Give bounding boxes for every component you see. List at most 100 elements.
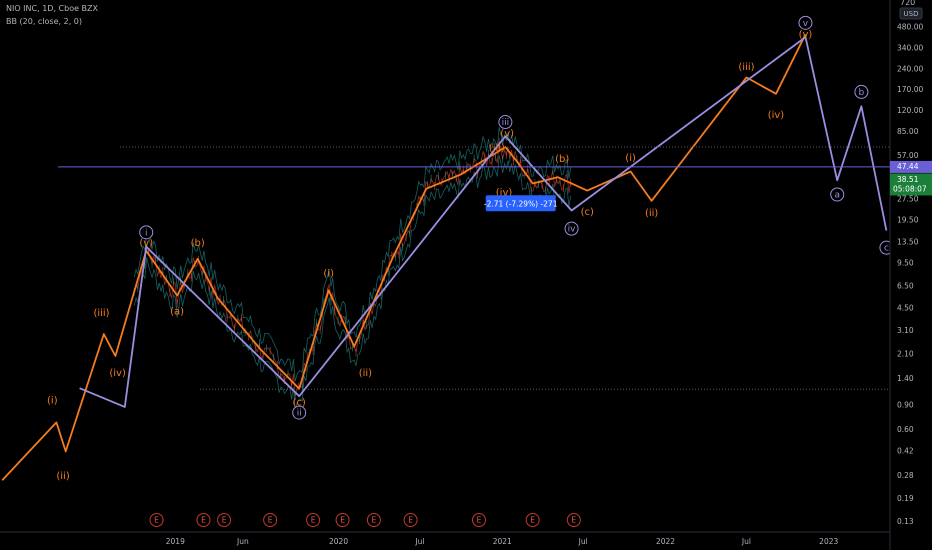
- wave-circle-text: iv: [568, 225, 577, 235]
- wave-label: (iii): [489, 143, 505, 154]
- earnings-marker[interactable]: E: [525, 513, 540, 527]
- wave-circle-text: b: [859, 88, 865, 98]
- wave-label: (iv): [496, 188, 513, 199]
- wave-label: (b): [555, 154, 569, 165]
- earnings-letter: E: [340, 516, 345, 525]
- earnings-circle: [306, 513, 321, 527]
- earnings-circle: [366, 513, 381, 527]
- price-tick-label: 170.00: [897, 85, 923, 94]
- earnings-letter: E: [201, 516, 206, 525]
- wave-circle: [564, 221, 579, 236]
- indicator-legend[interactable]: BB (20, close, 2, 0): [6, 17, 82, 26]
- earnings-marker[interactable]: E: [196, 513, 211, 527]
- top-tick-label: 720: [900, 0, 915, 7]
- earnings-circle: [403, 513, 418, 527]
- price-tick-label: 3.10: [897, 326, 914, 335]
- earnings-circle: [196, 513, 211, 527]
- earnings-marker[interactable]: E: [149, 513, 164, 527]
- currency-label: USD: [904, 10, 919, 18]
- earnings-letter: E: [530, 516, 535, 525]
- price-scale-bg: [890, 0, 932, 550]
- price-tick-label: 0.13: [897, 517, 914, 526]
- earnings-circle: [471, 513, 486, 527]
- circled-wave-label: iv: [564, 221, 579, 236]
- wave-label: (iii): [738, 62, 754, 73]
- earnings-letter: E: [372, 516, 377, 525]
- earnings-circle: [335, 513, 350, 527]
- price-tick-label: 2.10: [897, 350, 914, 359]
- wave-circle-text: c: [884, 244, 889, 254]
- price-tick-label: 85.00: [897, 127, 919, 136]
- wave-label: (iv): [109, 368, 126, 379]
- earnings-marker[interactable]: E: [471, 513, 486, 527]
- wave-circle-text: iii: [502, 118, 510, 128]
- wave-label: (c): [581, 207, 594, 218]
- earnings-marker[interactable]: E: [217, 513, 232, 527]
- price-tick-label: 120.00: [897, 106, 923, 115]
- horizontal-line-badge[interactable]: 47.44: [890, 160, 932, 173]
- earnings-circle: [149, 513, 164, 527]
- wave-circle: [139, 225, 154, 240]
- time-tick-label: Jul: [578, 537, 588, 546]
- earnings-letter: E: [477, 516, 482, 525]
- wave-circle: [292, 405, 307, 420]
- price-candles: [133, 141, 572, 397]
- wave-label: (v): [799, 29, 813, 40]
- earnings-letter: E: [311, 516, 316, 525]
- price-tick-label: 0.19: [897, 494, 914, 503]
- wave-label: (a): [170, 306, 184, 317]
- earnings-marker[interactable]: E: [306, 513, 321, 527]
- wave-label: (b): [191, 238, 205, 249]
- wave-circle-text: i: [145, 228, 148, 238]
- wave-circle: [798, 15, 813, 30]
- earnings-letter: E: [571, 516, 576, 525]
- earnings-marker[interactable]: E: [403, 513, 418, 527]
- wave-lines: [1, 33, 888, 481]
- price-tick-label: 0.60: [897, 425, 914, 434]
- time-tick-label: 2021: [493, 537, 512, 546]
- time-tick-label: Jun: [236, 537, 249, 546]
- purple-wave-line[interactable]: [79, 36, 888, 408]
- wave-circle-text: a: [834, 190, 840, 200]
- bb-lower-band: [133, 155, 572, 410]
- earnings-circle: [217, 513, 232, 527]
- earnings-marker[interactable]: E: [366, 513, 381, 527]
- wave-label: (i): [47, 395, 58, 406]
- bb-upper-band: [133, 127, 572, 382]
- circled-wave-label: iii: [498, 115, 513, 130]
- price-scale[interactable]: 720 USD 480.00 340.00 240.00 170.00 120.00 85.0…: [889, 0, 932, 550]
- wave-circle: [854, 84, 869, 99]
- earnings-marker[interactable]: E: [566, 513, 581, 527]
- price-tick-label: 0.42: [897, 446, 914, 455]
- wave-label: (v): [139, 238, 153, 249]
- time-tick-label: 2019: [166, 537, 185, 546]
- time-tick-label: Jul: [414, 537, 424, 546]
- time-scale[interactable]: 2019 Jun 2020 Jul 2021 Jul 2022 Jul 2023: [0, 531, 890, 546]
- price-tick-label: 19.50: [897, 215, 919, 224]
- wave-label: (i): [625, 153, 636, 164]
- measure-tool[interactable]: -2.71 (-7.29%) -271: [484, 195, 558, 212]
- wave-label: (ii): [359, 368, 372, 379]
- currency-box[interactable]: [899, 7, 923, 20]
- bollinger-bands: [133, 127, 572, 410]
- wave-label: (ii): [645, 208, 658, 219]
- earnings-circle: [566, 513, 581, 527]
- price-tick-label: 340.00: [897, 43, 923, 52]
- earnings-marker[interactable]: E: [263, 513, 278, 527]
- price-tick-label: 1.40: [897, 374, 914, 383]
- symbol-legend[interactable]: NIO INC, 1D, Cboe BZX: [6, 4, 99, 13]
- wave-label: (v): [500, 128, 514, 139]
- wave-label: (c): [293, 397, 306, 408]
- wave-circle-text: v: [803, 19, 809, 29]
- time-tick-label: 2022: [656, 537, 675, 546]
- price-tick-label: 480.00: [897, 23, 923, 32]
- earnings-marker[interactable]: E: [335, 513, 350, 527]
- price-tick-label: 57.00: [897, 151, 919, 160]
- wave-label: (iii): [93, 308, 109, 319]
- price-tick-label: 4.50: [897, 304, 914, 313]
- circled-wave-label: i: [139, 225, 154, 240]
- price-tick-label: 27.50: [897, 195, 919, 204]
